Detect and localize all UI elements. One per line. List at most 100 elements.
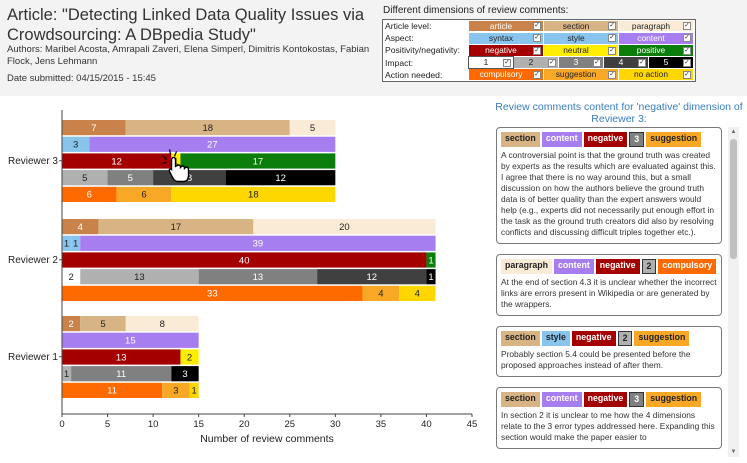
checkbox-checked-icon[interactable]: ✓: [683, 46, 691, 55]
bar-segment-neutral[interactable]: [180, 349, 199, 365]
bar-segment-section[interactable]: [125, 120, 290, 136]
comments-scrollbar[interactable]: ▲ ▼: [728, 127, 739, 457]
legend-filter-2[interactable]: 2 ✓: [514, 57, 558, 69]
legend-filter-5[interactable]: 5 ✓: [649, 57, 693, 69]
bar-segment-article[interactable]: [62, 316, 81, 332]
legend-filter-1[interactable]: 1 ✓: [468, 56, 514, 70]
bar-segment-value: 4: [415, 289, 420, 300]
bar-segment-suggestion[interactable]: [162, 382, 190, 398]
checkbox-checked-icon[interactable]: ✓: [608, 22, 616, 31]
bar-segment-value: 13: [116, 352, 127, 363]
comment-tag: section: [501, 132, 540, 147]
bar-segment-3[interactable]: [71, 366, 172, 382]
bar-segment-3[interactable]: [198, 269, 318, 285]
reviewer-label[interactable]: Reviewer 3: [8, 156, 58, 167]
legend-filter-negative[interactable]: negative ✓: [469, 45, 543, 56]
bar-segment-section[interactable]: [98, 219, 254, 235]
legend-filter-suggestion[interactable]: suggestion ✓: [544, 69, 618, 81]
legend-filter-3[interactable]: 3 ✓: [559, 57, 603, 69]
bar-segment-syntax[interactable]: [62, 235, 72, 251]
checkbox-checked-icon[interactable]: ✓: [608, 46, 616, 55]
x-tick-label: 0: [59, 419, 64, 430]
bar-segment-content[interactable]: [62, 332, 199, 348]
bar-segment-2[interactable]: [80, 269, 199, 285]
bar-segment-no-action[interactable]: [189, 382, 199, 398]
bar-segment-value: 18: [202, 123, 213, 134]
bar-segment-no-action[interactable]: [171, 186, 336, 202]
bar-segment-5[interactable]: [171, 366, 199, 382]
comment-tags: section style negative 2 suggestion: [501, 331, 717, 346]
bar-segment-negative[interactable]: [62, 252, 427, 268]
bar-segment-style[interactable]: [71, 235, 81, 251]
legend-filter-no-action[interactable]: no action ✓: [619, 69, 693, 81]
bar-segment-positive[interactable]: [180, 153, 336, 169]
bar-segment-suggestion[interactable]: [116, 186, 172, 202]
bar-segment-positive[interactable]: [426, 252, 436, 268]
bar-segment-2[interactable]: [62, 170, 108, 186]
bar-segment-content[interactable]: [89, 136, 336, 152]
bar-segment-value: 6: [87, 190, 92, 201]
bar-segment-negative[interactable]: [62, 349, 181, 365]
legend-filter-content[interactable]: content ✓: [619, 32, 693, 44]
legend-row-label: Positivity/negativity:: [385, 45, 460, 56]
bar-segment-value: 13: [134, 272, 145, 283]
bar-segment-no-action[interactable]: [399, 285, 436, 301]
scroll-down-arrow-icon[interactable]: ▼: [730, 449, 737, 455]
bar-segment-compulsory[interactable]: [62, 285, 363, 301]
legend-filter-article[interactable]: article ✓: [469, 20, 543, 32]
checkbox-checked-icon[interactable]: ✓: [608, 34, 616, 43]
checkbox-checked-icon[interactable]: ✓: [683, 22, 691, 31]
legend-filter-compulsory[interactable]: compulsory ✓: [469, 69, 543, 81]
comment-tag: negative: [595, 259, 640, 274]
checkbox-checked-icon[interactable]: ✓: [683, 58, 691, 67]
bar-segment-article[interactable]: [62, 120, 126, 136]
bar-segment-1[interactable]: [62, 269, 81, 285]
bar-segment-value: 4: [378, 289, 383, 300]
legend-filter-style[interactable]: style ✓: [544, 32, 618, 44]
bar-segment-4[interactable]: [317, 269, 427, 285]
legend-filter-paragraph[interactable]: paragraph ✓: [619, 20, 693, 32]
comments-list[interactable]: section content negative 3 suggestion A contr…: [494, 127, 737, 459]
bar-segment-content[interactable]: [80, 235, 436, 251]
legend-row-label: Impact:: [385, 57, 414, 68]
reviewer-label[interactable]: Reviewer 2: [8, 255, 58, 266]
legend-filter-positive[interactable]: positive ✓: [619, 45, 693, 56]
checkbox-checked-icon[interactable]: ✓: [548, 58, 556, 67]
bar-segment-compulsory[interactable]: [62, 186, 117, 202]
bar-segment-suggestion[interactable]: [362, 285, 400, 301]
legend-filter-neutral[interactable]: neutral ✓: [544, 45, 618, 56]
bar-segment-paragraph[interactable]: [289, 120, 336, 136]
reviewer-label[interactable]: Reviewer 1: [8, 352, 58, 363]
legend-filter-syntax[interactable]: syntax ✓: [469, 32, 543, 44]
bar-segment-value: 2: [68, 272, 73, 283]
legend-filter-4[interactable]: 4 ✓: [604, 57, 648, 69]
checkbox-checked-icon[interactable]: ✓: [533, 34, 541, 43]
legend-filter-section[interactable]: section ✓: [544, 20, 618, 32]
comment-tags: section content negative 3 suggestion: [501, 392, 717, 407]
checkbox-checked-icon[interactable]: ✓: [683, 34, 691, 43]
bar-segment-3[interactable]: [107, 170, 154, 186]
bar-segment-paragraph[interactable]: [253, 219, 436, 235]
checkbox-checked-icon[interactable]: ✓: [533, 22, 541, 31]
comment-tag: style: [541, 331, 570, 346]
bar-segment-article[interactable]: [62, 219, 99, 235]
bar-segment-style[interactable]: [62, 136, 90, 152]
checkbox-checked-icon[interactable]: ✓: [608, 70, 616, 79]
bar-segment-compulsory[interactable]: [62, 382, 163, 398]
checkbox-checked-icon[interactable]: ✓: [638, 58, 646, 67]
bar-segment-section[interactable]: [80, 316, 126, 332]
checkbox-checked-icon[interactable]: ✓: [533, 70, 541, 79]
bar-segment-5[interactable]: [426, 269, 436, 285]
checkbox-checked-icon[interactable]: ✓: [683, 70, 691, 79]
x-tick-label: 5: [105, 419, 110, 430]
bar-segment-5[interactable]: [226, 170, 336, 186]
scroll-up-arrow-icon[interactable]: ▲: [730, 129, 737, 135]
checkbox-checked-icon[interactable]: ✓: [593, 58, 601, 67]
checkbox-checked-icon[interactable]: ✓: [533, 46, 541, 55]
bar-segment-paragraph[interactable]: [125, 316, 199, 332]
checkbox-checked-icon[interactable]: ✓: [503, 58, 511, 67]
scrollbar-thumb[interactable]: [730, 139, 737, 259]
bar-segment-negative[interactable]: [62, 153, 172, 169]
bar-segment-2[interactable]: [62, 366, 72, 382]
bar-segment-value: 15: [125, 336, 136, 347]
